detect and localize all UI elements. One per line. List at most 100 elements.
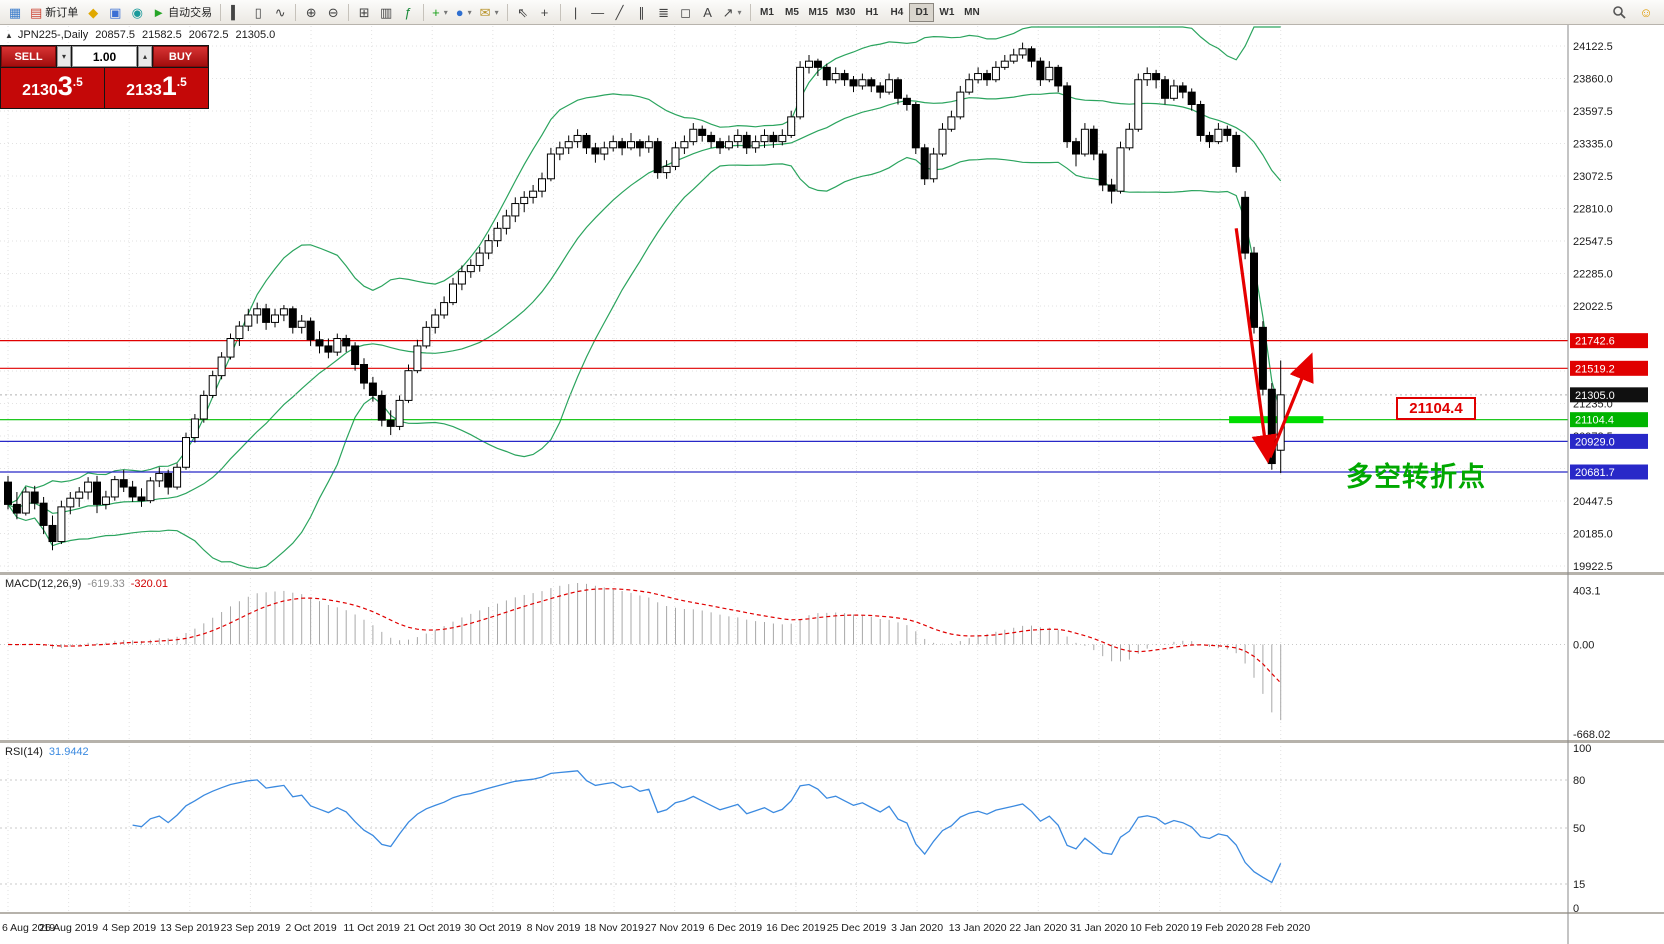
autotrading-button[interactable]: ► 自动交易 [148, 2, 216, 23]
time-axis-label: 21 Oct 2019 [404, 922, 461, 934]
fibonacci-icon: ≣ [658, 4, 670, 20]
time-scale-area[interactable] [0, 914, 1568, 944]
time-axis-label: 6 Aug 2019 [2, 922, 55, 934]
fibonacci-tool[interactable]: ≣ [653, 2, 675, 23]
crosshair-tool[interactable]: + [534, 2, 556, 23]
price-tag-21742.6 [1570, 333, 1648, 349]
timeframe-toolbar: M1 M5 M15 M30 H1 H4 D1 W1 MN [755, 2, 985, 22]
zoom-out-icon: ⊖ [327, 4, 339, 20]
metaeditor-button[interactable]: ◆ [82, 2, 104, 23]
toolbar-separator [749, 3, 751, 21]
help-button[interactable]: ☺ [1635, 2, 1657, 23]
shapes-tool[interactable]: ◻ [675, 2, 697, 23]
toolbar-separator [295, 3, 297, 21]
time-axis-label: 18 Nov 2019 [584, 922, 644, 934]
line-chart-icon: ∿ [274, 4, 286, 20]
ohlc-close: 21305.0 [235, 29, 276, 41]
time-axis-labels: 6 Aug 201926 Aug 2019 4 Sep 2019 13 Sep 20… [2, 922, 1310, 934]
sell-button[interactable]: SELL [1, 46, 56, 67]
buy-price-base: 2133 [126, 82, 162, 99]
add-indicator-dropdown[interactable]: + ▾ [428, 2, 452, 23]
reversal-up-arrow[interactable] [1268, 352, 1314, 458]
volume-input[interactable] [72, 46, 137, 67]
caret-icon: ▾ [494, 7, 499, 17]
macd-indicator-label: MACD(12,26,9) -619.33 -320.01 [5, 578, 168, 590]
zoom-in-button[interactable]: ⊕ [300, 2, 322, 23]
crash-down-arrow[interactable] [1234, 228, 1278, 464]
price-scale-label: 22810.0 [1573, 204, 1613, 216]
macd-title-text: MACD(12,26,9) [5, 578, 82, 590]
time-axis-label: 16 Dec 2019 [766, 922, 826, 934]
toolbar-separator [220, 3, 222, 21]
macd-signal-line [7, 588, 1282, 684]
buy-price-box[interactable]: 2133 1 .5 [105, 68, 208, 108]
sell-price-box[interactable]: 2130 3 .5 [1, 68, 104, 108]
auto-scroll-icon: ⊞ [358, 4, 370, 20]
support-zone-highlight[interactable] [1229, 416, 1324, 424]
symbol-name: JPN225-,Daily [17, 29, 89, 41]
panel-separator[interactable] [0, 740, 1664, 743]
periods-dropdown[interactable]: ● ▾ [452, 2, 476, 23]
timeframe-m15-button[interactable]: M15 [805, 3, 832, 22]
time-axis-label: 27 Nov 2019 [645, 922, 705, 934]
chart-shift-button[interactable]: ▥ [375, 2, 397, 23]
search-icon [1613, 6, 1626, 19]
channel-tool[interactable]: ∥ [631, 2, 653, 23]
timeframe-h1-button[interactable]: H1 [859, 3, 884, 22]
search-button[interactable] [1608, 2, 1630, 23]
rsi-scale-label: 100 [1573, 743, 1591, 755]
time-axis-label: 8 Nov 2019 [527, 922, 581, 934]
macd-scale-label: -668.02 [1573, 729, 1610, 741]
auto-scroll-button[interactable]: ⊞ [353, 2, 375, 23]
time-axis-label: 4 Sep 2019 [102, 922, 156, 934]
indicators-button[interactable]: ƒ [397, 2, 419, 23]
new-chart-icon: ▦ [8, 4, 22, 20]
time-axis-label: 22 Jan 2020 [1009, 922, 1067, 934]
new-order-button[interactable]: ▤ 新订单 [26, 2, 82, 23]
text-tool[interactable]: A [697, 2, 719, 23]
timeframe-d1-button[interactable]: D1 [909, 2, 935, 22]
time-axis-label: 13 Jan 2020 [949, 922, 1007, 934]
vertical-line-tool[interactable]: | [565, 2, 587, 23]
new-chart-button[interactable]: ▦ [4, 2, 26, 23]
price-scale-area[interactable] [1568, 25, 1664, 944]
trendline-tool[interactable]: ╱ [609, 2, 631, 23]
templates-dropdown[interactable]: ✉ ▾ [476, 2, 503, 23]
macd-signal-value: -320.01 [130, 578, 169, 590]
turning-point-annotation[interactable]: 多空转折点 [1346, 462, 1486, 492]
cursor-tool[interactable]: ⇖ [512, 2, 534, 23]
toolbar-groups: ▦ ▤ 新订单 ◆ ▣ ◉ ► 自动交易 ▍ ▯ ∿ ⊕ ⊖ ⊞ ▥ ƒ + ▾ ● ▾ ✉ ▾ ⇖ + | — ╱ ∥ ≣ ◻ A ↗ ▾ [4, 2, 746, 23]
market-watch-button[interactable]: ▣ [104, 2, 126, 23]
bar-chart-button[interactable]: ▍ [225, 2, 247, 23]
buy-button[interactable]: BUY [153, 46, 208, 67]
panel-separator[interactable] [0, 912, 1664, 914]
timeframe-m5-button[interactable]: M5 [780, 3, 805, 22]
horizontal-line-tool[interactable]: — [587, 2, 609, 23]
vertical-line-icon: | [573, 4, 578, 20]
timeframe-w1-button[interactable]: W1 [934, 3, 959, 22]
trade-panel-prices: 2130 3 .5 2133 1 .5 [1, 68, 208, 108]
candlestick-chart-icon: ▯ [254, 4, 262, 20]
arrow-tool[interactable]: ↗ ▾ [719, 2, 746, 23]
line-chart-button[interactable]: ∿ [269, 2, 291, 23]
price-level-callout[interactable]: 21104.4 [1396, 397, 1476, 420]
timeframe-h4-button[interactable]: H4 [884, 3, 909, 22]
timeframe-mn-button[interactable]: MN [959, 3, 984, 22]
chart-plot-area[interactable] [0, 25, 1568, 572]
volume-decrease-button[interactable]: ▾ [57, 46, 71, 67]
symbol-ohlc-line: ▲ JPN225-,Daily 20857.5 21582.5 20672.5 21305… [5, 29, 275, 41]
panel-separator[interactable] [0, 572, 1664, 575]
navigator-button[interactable]: ◉ [126, 2, 148, 23]
trend-arrows[interactable] [1234, 228, 1314, 464]
timeframe-m30-button[interactable]: M30 [832, 3, 859, 22]
volume-increase-button[interactable]: ▴ [138, 46, 152, 67]
candlestick-series[interactable] [4, 42, 1285, 551]
trendline-icon: ╱ [615, 4, 624, 20]
timeframe-m1-button[interactable]: M1 [755, 3, 780, 22]
candlestick-chart-button[interactable]: ▯ [247, 2, 269, 23]
price-scale-label: 23860.0 [1573, 74, 1613, 86]
zoom-out-button[interactable]: ⊖ [322, 2, 344, 23]
collapse-trade-panel-toggle[interactable]: ▲ [5, 31, 13, 40]
price-tag-text: 21104.4 [1575, 415, 1614, 427]
